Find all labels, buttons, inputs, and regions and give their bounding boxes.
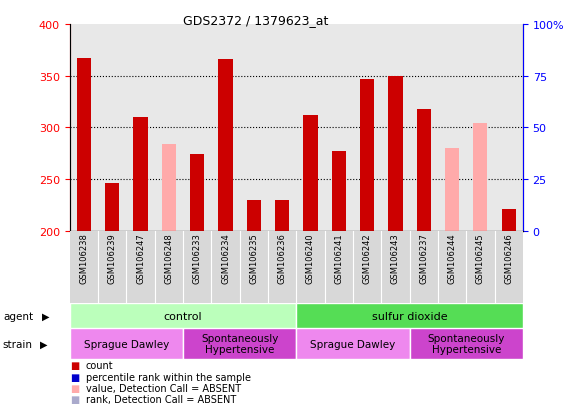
Bar — [190, 155, 205, 231]
Bar — [303, 116, 318, 231]
Bar — [445, 149, 459, 231]
Bar — [77, 59, 91, 231]
Text: GSM106235: GSM106235 — [249, 233, 259, 283]
Text: strain: strain — [3, 339, 33, 349]
Bar — [218, 60, 232, 231]
Text: GSM106239: GSM106239 — [107, 233, 117, 283]
Bar — [417, 109, 431, 231]
Text: ▶: ▶ — [40, 339, 47, 349]
Text: GSM106248: GSM106248 — [164, 233, 173, 283]
Text: GSM106242: GSM106242 — [363, 233, 372, 283]
Text: GDS2372 / 1379623_at: GDS2372 / 1379623_at — [183, 14, 328, 27]
Bar — [105, 184, 119, 231]
Bar — [275, 200, 289, 231]
Bar — [388, 76, 403, 231]
Text: percentile rank within the sample: percentile rank within the sample — [86, 372, 251, 382]
Text: Spontaneously
Hypertensive: Spontaneously Hypertensive — [201, 333, 278, 355]
Bar — [332, 152, 346, 231]
Bar — [410, 328, 523, 359]
Text: Sprague Dawley: Sprague Dawley — [310, 339, 396, 349]
Bar — [360, 79, 374, 231]
Text: ■: ■ — [70, 361, 79, 370]
Text: GSM106240: GSM106240 — [306, 233, 315, 283]
Bar — [296, 328, 410, 359]
Text: value, Detection Call = ABSENT: value, Detection Call = ABSENT — [86, 383, 241, 393]
Text: GSM106237: GSM106237 — [419, 233, 428, 283]
Text: GSM106243: GSM106243 — [391, 233, 400, 283]
Text: GSM106236: GSM106236 — [278, 233, 286, 283]
Text: GSM106238: GSM106238 — [80, 233, 88, 283]
Bar — [474, 124, 487, 231]
Bar — [183, 328, 296, 359]
Bar — [247, 200, 261, 231]
Text: count: count — [86, 361, 114, 370]
Text: GSM106241: GSM106241 — [334, 233, 343, 283]
Text: GSM106245: GSM106245 — [476, 233, 485, 283]
Text: Sprague Dawley: Sprague Dawley — [84, 339, 169, 349]
Text: GSM106246: GSM106246 — [504, 233, 513, 283]
Text: agent: agent — [3, 311, 33, 321]
Bar — [162, 145, 176, 231]
Text: ■: ■ — [70, 372, 79, 382]
Bar — [296, 304, 523, 328]
Text: GSM106244: GSM106244 — [447, 233, 457, 283]
Text: GSM106233: GSM106233 — [193, 233, 202, 283]
Text: rank, Detection Call = ABSENT: rank, Detection Call = ABSENT — [86, 394, 236, 404]
Text: Spontaneously
Hypertensive: Spontaneously Hypertensive — [428, 333, 505, 355]
Text: ■: ■ — [70, 394, 79, 404]
Text: GSM106234: GSM106234 — [221, 233, 230, 283]
Bar — [134, 118, 148, 231]
Text: control: control — [164, 311, 202, 321]
Text: ▶: ▶ — [42, 311, 49, 321]
Text: GSM106247: GSM106247 — [136, 233, 145, 283]
Bar — [70, 304, 296, 328]
Bar — [501, 210, 516, 231]
Bar — [70, 328, 183, 359]
Text: ■: ■ — [70, 383, 79, 393]
Text: sulfur dioxide: sulfur dioxide — [372, 311, 447, 321]
